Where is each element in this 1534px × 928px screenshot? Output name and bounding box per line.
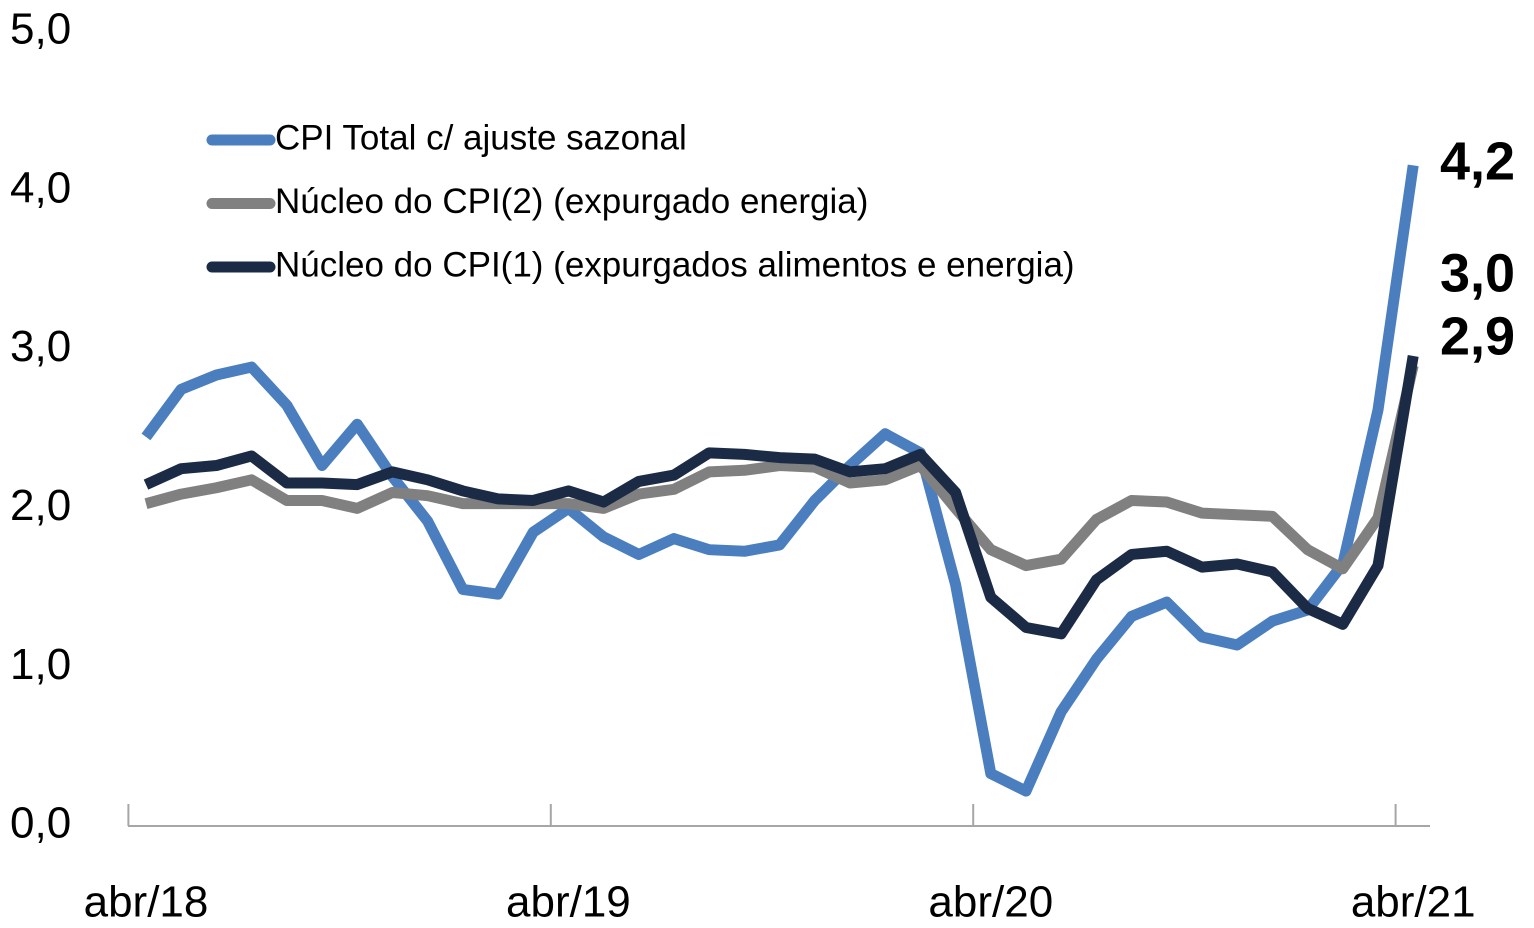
y-tick-label: 0,0 xyxy=(10,799,71,848)
legend-label: CPI Total c/ ajuste sazonal xyxy=(275,118,687,157)
y-tick-label: 4,0 xyxy=(10,163,71,212)
x-tick-label: abr/21 xyxy=(1351,878,1476,927)
y-tick-label: 3,0 xyxy=(10,322,71,371)
x-tick-label: abr/18 xyxy=(84,878,209,927)
y-tick-label: 1,0 xyxy=(10,640,71,689)
data-line xyxy=(141,164,1419,797)
x-tick-label: abr/19 xyxy=(506,878,631,927)
legend-label: Núcleo do CPI(1) (expurgados alimentos e… xyxy=(275,245,1075,284)
legend-label: Núcleo do CPI(2) (expurgado energia) xyxy=(275,182,868,221)
x-tick-label: abr/20 xyxy=(928,878,1053,927)
data-label: 4,2 xyxy=(1440,131,1515,191)
data-line xyxy=(143,355,1419,640)
data-label: 2,9 xyxy=(1440,306,1515,366)
data-line xyxy=(144,364,1419,575)
data-label: 3,0 xyxy=(1440,243,1515,303)
y-tick-label: 5,0 xyxy=(10,5,71,54)
y-tick-label: 2,0 xyxy=(10,481,71,530)
